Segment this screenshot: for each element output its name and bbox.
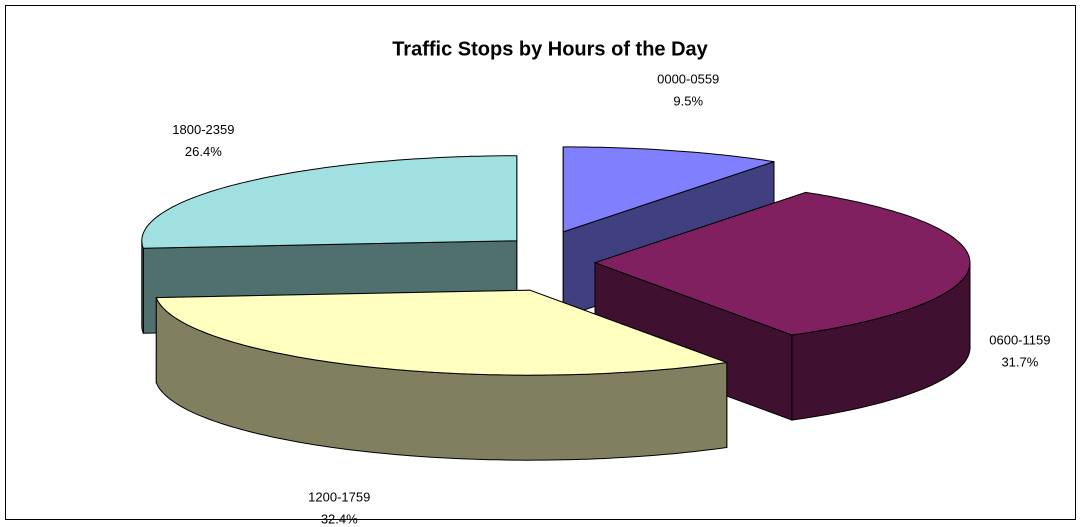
chart-title: Traffic Stops by Hours of the Day: [392, 38, 708, 60]
slice-value-label: 26.4%: [185, 144, 222, 159]
slice-top: [593, 191, 971, 336]
slice-value-label: 32.4%: [321, 511, 358, 526]
slice-top: [562, 146, 775, 233]
slice-side: [141, 240, 144, 334]
slice-label: 1800-2359: [172, 122, 234, 137]
slice-top: [141, 155, 518, 249]
slice: [155, 289, 728, 461]
slice-label: 1200-1759: [308, 489, 370, 504]
pie: [141, 146, 971, 461]
slice-label: 0600-1159: [989, 332, 1050, 347]
slice-value-label: 31.7%: [1001, 354, 1038, 369]
slice-label: 0000-0559: [657, 71, 719, 86]
slice-top: [155, 289, 727, 376]
slice-value-label: 9.5%: [673, 93, 703, 108]
slice: [593, 191, 971, 421]
